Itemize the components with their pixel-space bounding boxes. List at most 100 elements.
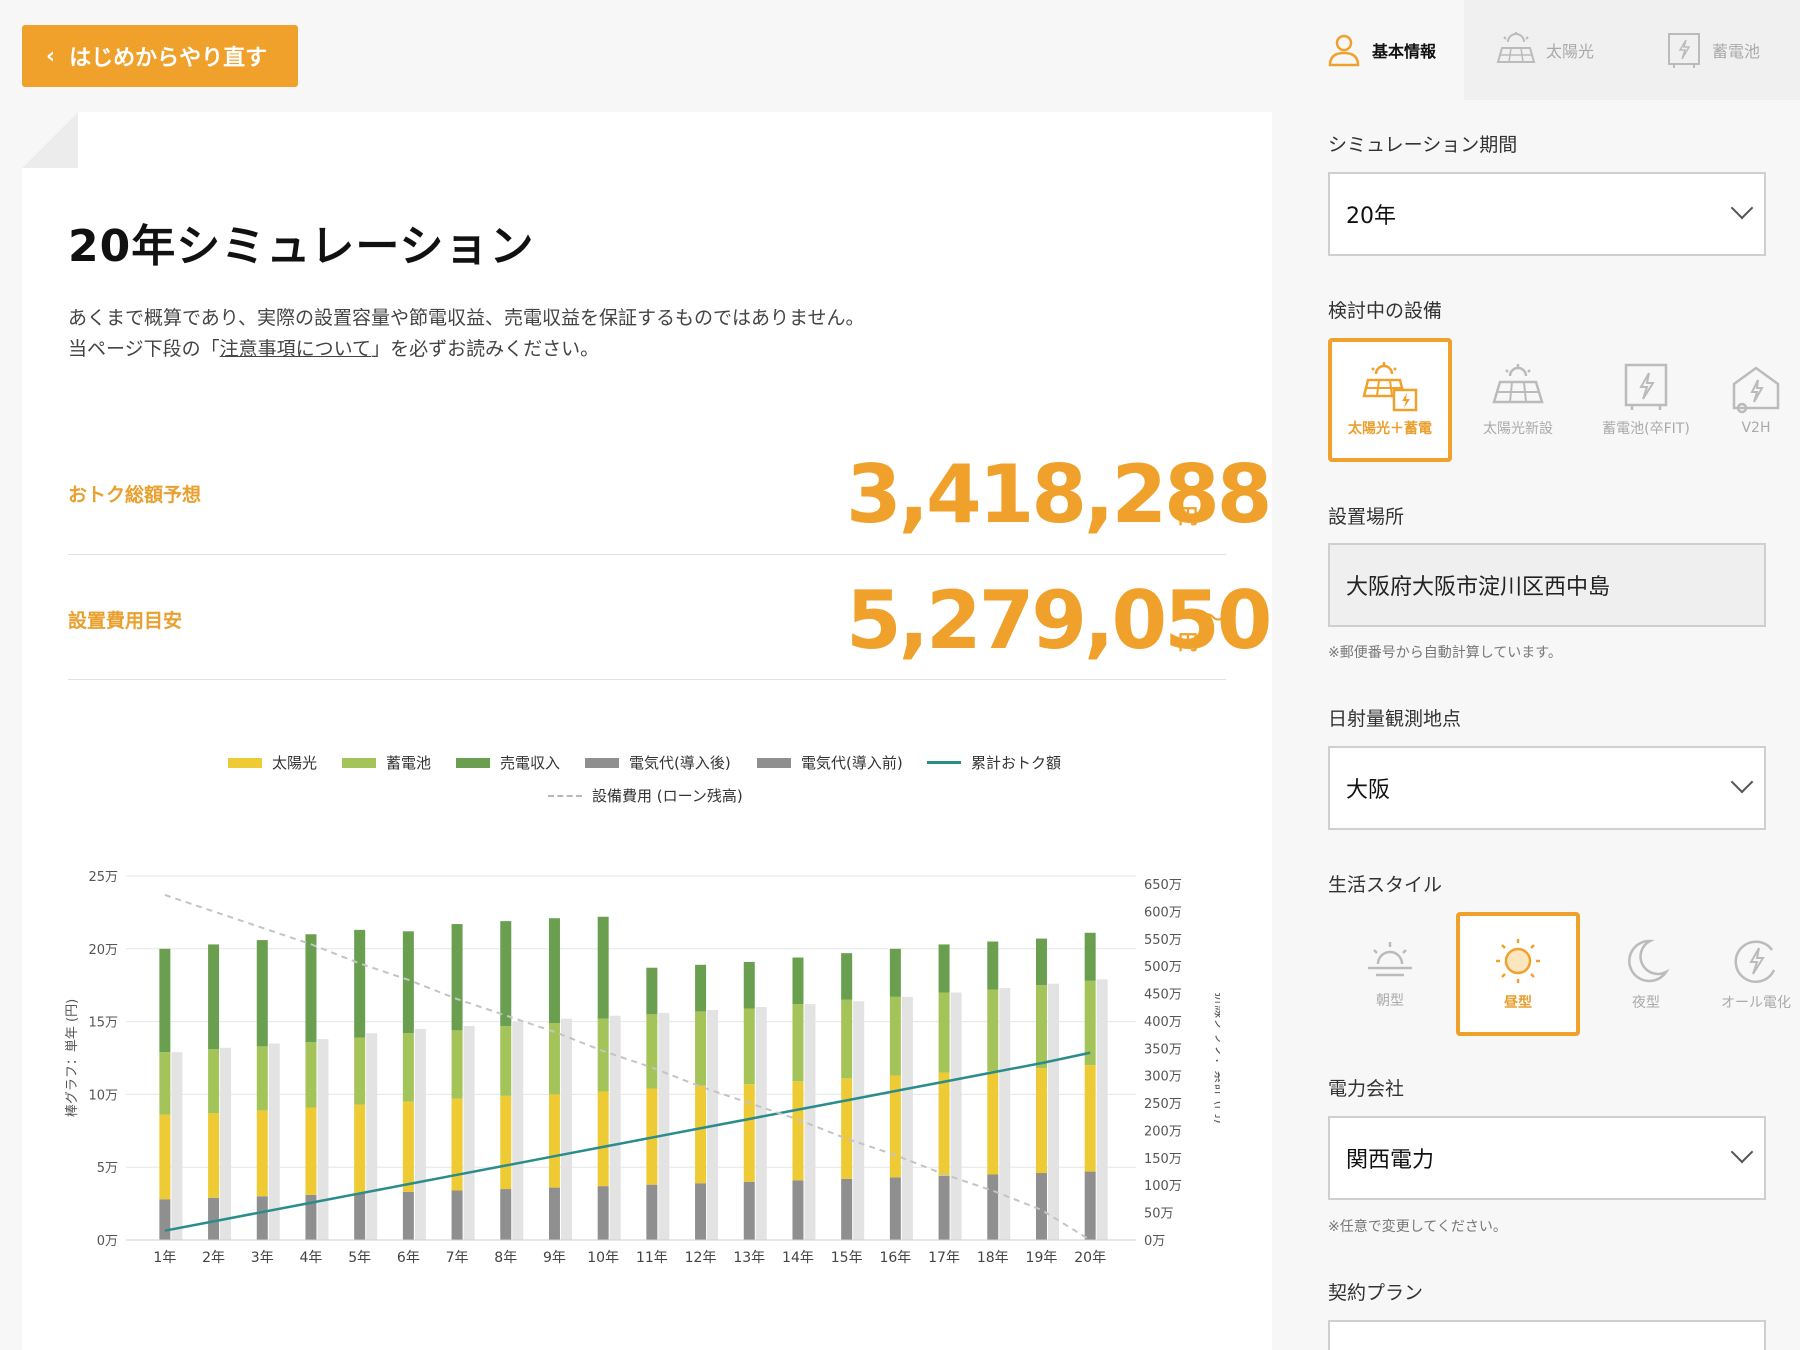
x-tick-label: 7年	[446, 1250, 469, 1266]
option-label: 太陽光新設	[1483, 421, 1553, 437]
location-field: 大阪府大阪市淀川区西中島	[1328, 543, 1766, 627]
bar-segment	[402, 931, 414, 1034]
bar-segment	[256, 1196, 268, 1240]
x-tick-label: 4年	[300, 1250, 323, 1266]
bar-before	[999, 988, 1011, 1240]
bar-segment	[159, 948, 171, 1053]
legend-elec-after[interactable]: 電気代(導入後)	[585, 752, 731, 773]
bar-segment	[987, 1174, 999, 1240]
y-right-tick-label: 450万	[1144, 988, 1182, 1003]
bar-segment	[938, 992, 950, 1073]
bar-segment	[1035, 1068, 1047, 1174]
legend-battery[interactable]: 蓄電池	[342, 752, 431, 773]
person-icon	[1328, 34, 1360, 67]
savings-value: 3,418,288	[846, 448, 1272, 541]
plan-select[interactable]	[1328, 1320, 1766, 1350]
bar-segment	[597, 1018, 609, 1092]
disclaimer-pre: 当ページ下段の「	[68, 338, 220, 360]
y-right-tick-label: 200万	[1144, 1124, 1182, 1139]
bar-segment	[695, 1085, 707, 1184]
legend-label: 累計おトク額	[971, 754, 1062, 772]
y-right-tick-label: 250万	[1144, 1097, 1182, 1112]
bar-segment	[987, 941, 999, 990]
y-left-tick-label: 0万	[97, 1234, 118, 1249]
y-right-tick-label: 650万	[1144, 878, 1182, 893]
lifestyle-option-all-electric[interactable]: オール電化	[1712, 912, 1800, 1036]
x-tick-label: 15年	[831, 1250, 863, 1266]
bar-segment	[305, 1107, 317, 1195]
tab-battery[interactable]: 蓄電池	[1634, 0, 1800, 100]
equipment-option-v2h[interactable]: V2H	[1712, 338, 1800, 462]
equipment-option-battery[interactable]: 蓄電池(卒FIT)	[1584, 338, 1708, 462]
legend-label: 蓄電池	[386, 754, 432, 772]
legend-swatch	[757, 757, 791, 768]
tab-label: 蓄電池	[1712, 42, 1761, 61]
x-tick-label: 13年	[733, 1250, 765, 1266]
y-left-tick-label: 15万	[88, 1016, 118, 1031]
equipment-option-solar-new[interactable]: 太陽光新設	[1456, 338, 1580, 462]
bar-segment	[256, 940, 268, 1047]
legend-solar[interactable]: 太陽光	[228, 752, 317, 773]
sun-icon	[1496, 939, 1540, 983]
y-left-tick-label: 25万	[88, 870, 118, 885]
lifestyle-option-morning[interactable]: 朝型	[1328, 912, 1452, 1036]
tab-basic-info[interactable]: 基本情報	[1294, 0, 1464, 100]
period-select[interactable]: 20年	[1328, 172, 1766, 256]
bar-segment	[889, 948, 901, 997]
lifestyle-option-night[interactable]: 夜型	[1584, 912, 1708, 1036]
tab-label: 太陽光	[1546, 42, 1595, 61]
y-right-axis-label: 折線グラフ：累計 (円)	[1212, 992, 1220, 1123]
battery-icon	[1668, 33, 1700, 68]
x-tick-label: 9年	[543, 1250, 566, 1266]
chevron-down-icon	[1730, 770, 1754, 794]
legend-swatch	[456, 757, 490, 768]
x-tick-label: 5年	[348, 1250, 371, 1266]
company-value: 関西電力	[1346, 1148, 1435, 1173]
bar-segment	[841, 999, 853, 1079]
bar-segment	[938, 1072, 950, 1176]
legend-label: 売電収入	[500, 754, 561, 772]
legend-label: 電気代(導入前)	[801, 754, 903, 772]
bar-before	[268, 1043, 280, 1240]
bar-before	[901, 996, 913, 1240]
legend-label: 設備費用 (ローン残高)	[592, 787, 743, 805]
location-note: ※郵便番号から自動計算しています。	[1328, 645, 1562, 661]
company-select[interactable]: 関西電力	[1328, 1116, 1766, 1200]
period-label: シミュレーション期間	[1328, 134, 1518, 156]
legend-loan[interactable]: 設備費用 (ローン残高)	[548, 785, 743, 806]
legend-sales[interactable]: 売電収入	[456, 752, 560, 773]
bar-segment	[792, 1081, 804, 1181]
legend-cumulative[interactable]: 累計おトク額	[927, 752, 1061, 773]
bar-segment	[743, 1181, 755, 1240]
bar-segment	[451, 1190, 463, 1240]
legend-elec-before[interactable]: 電気代(導入前)	[757, 752, 903, 773]
legend-label: 電気代(導入後)	[629, 754, 731, 772]
legend-swatch	[342, 757, 376, 768]
bar-segment	[500, 1025, 512, 1096]
bar-segment	[1084, 1171, 1096, 1240]
x-tick-label: 14年	[782, 1250, 814, 1266]
chevron-down-icon	[1730, 196, 1754, 220]
bar-segment	[451, 1098, 463, 1191]
bar-segment	[208, 1197, 220, 1240]
tab-solar[interactable]: 太陽光	[1464, 0, 1634, 100]
bar-segment	[938, 1175, 950, 1240]
notes-link[interactable]: 注意事項について	[219, 338, 372, 360]
company-note: ※任意で変更してください。	[1328, 1219, 1507, 1235]
bar-segment	[548, 918, 560, 1024]
bar-segment	[743, 1008, 755, 1085]
all-electric-icon	[1734, 940, 1776, 983]
legend-swatch	[228, 757, 262, 768]
station-label: 日射量観測地点	[1328, 708, 1462, 730]
bar-segment	[1035, 985, 1047, 1069]
bar-segment	[743, 961, 755, 1009]
equipment-option-solar-battery[interactable]: 太陽光＋蓄電	[1328, 338, 1452, 462]
restart-button[interactable]: ‹ はじめからやり直す	[22, 25, 298, 87]
solar-panel-icon	[1496, 32, 1536, 63]
station-select[interactable]: 大阪	[1328, 746, 1766, 830]
station-value: 大阪	[1346, 778, 1391, 803]
bar-segment	[500, 1189, 512, 1240]
tab-label: 基本情報	[1372, 42, 1437, 61]
lifestyle-option-daytime[interactable]: 昼型	[1456, 912, 1580, 1036]
bar-segment	[354, 1104, 366, 1194]
